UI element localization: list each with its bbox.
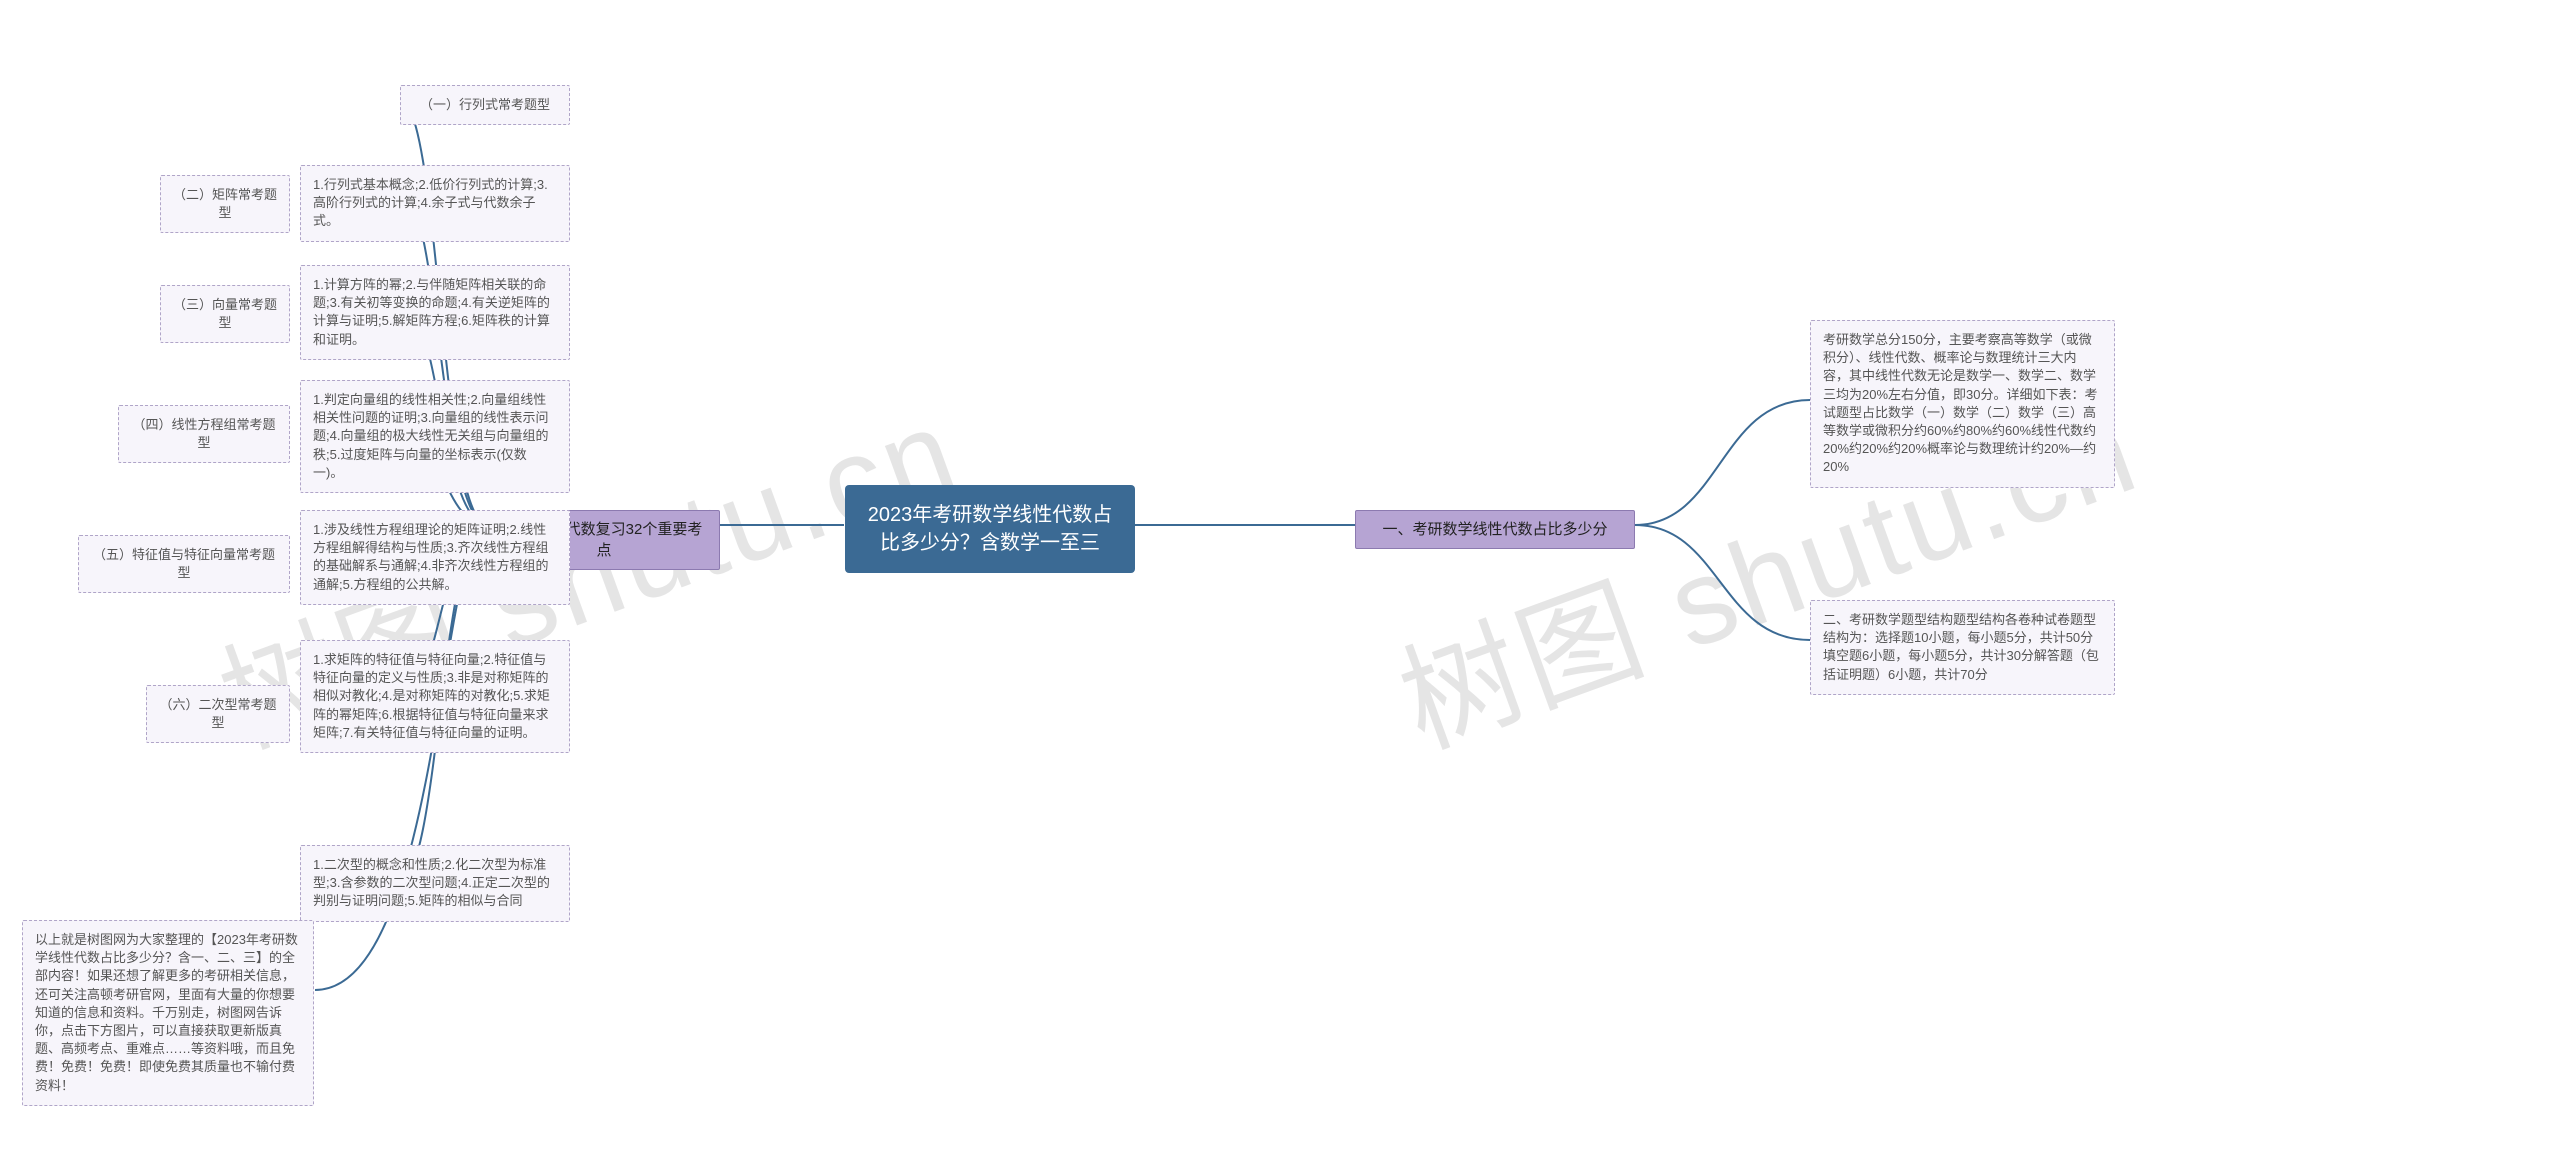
branch-right: 一、考研数学线性代数占比多少分 xyxy=(1355,510,1635,549)
sub1-label: （一）行列式常考题型 xyxy=(400,85,570,125)
sub3-label: （三）向量常考题型 xyxy=(160,285,290,343)
sub4-content: 1.判定向量组的线性相关性;2.向量组线性相关性问题的证明;3.向量组的线性表示… xyxy=(300,380,570,493)
sub7-content: 1.二次型的概念和性质;2.化二次型为标准型;3.含参数的二次型问题;4.正定二… xyxy=(300,845,570,922)
right-leaf-1: 考研数学总分150分，主要考察高等数学（或微积分）、线性代数、概率论与数理统计三… xyxy=(1810,320,2115,488)
sub3-content: 1.计算方阵的幂;2.与伴随矩阵相关联的命题;3.有关初等变换的命题;4.有关逆… xyxy=(300,265,570,360)
sub5-label: （五）特征值与特征向量常考题型 xyxy=(78,535,290,593)
sub2-content: 1.行列式基本概念;2.低价行列式的计算;3.高阶行列式的计算;4.余子式与代数… xyxy=(300,165,570,242)
sub4-label: （四）线性方程组常考题型 xyxy=(118,405,290,463)
sub6-content: 1.求矩阵的特征值与特征向量;2.特征值与特征向量的定义与性质;3.非是对称矩阵… xyxy=(300,640,570,753)
sub2-label: （二）矩阵常考题型 xyxy=(160,175,290,233)
center-node: 2023年考研数学线性代数占比多少分？含数学一至三 xyxy=(845,485,1135,573)
sub6-label: （六）二次型常考题型 xyxy=(146,685,290,743)
sub5-content: 1.涉及线性方程组理论的矩阵证明;2.线性方程组解得结构与性质;3.齐次线性方程… xyxy=(300,510,570,605)
footer-note: 以上就是树图网为大家整理的【2023年考研数学线性代数占比多少分？含一、二、三】… xyxy=(22,920,314,1106)
right-leaf-2: 二、考研数学题型结构题型结构各卷种试卷题型结构为：选择题10小题，每小题5分，共… xyxy=(1810,600,2115,695)
